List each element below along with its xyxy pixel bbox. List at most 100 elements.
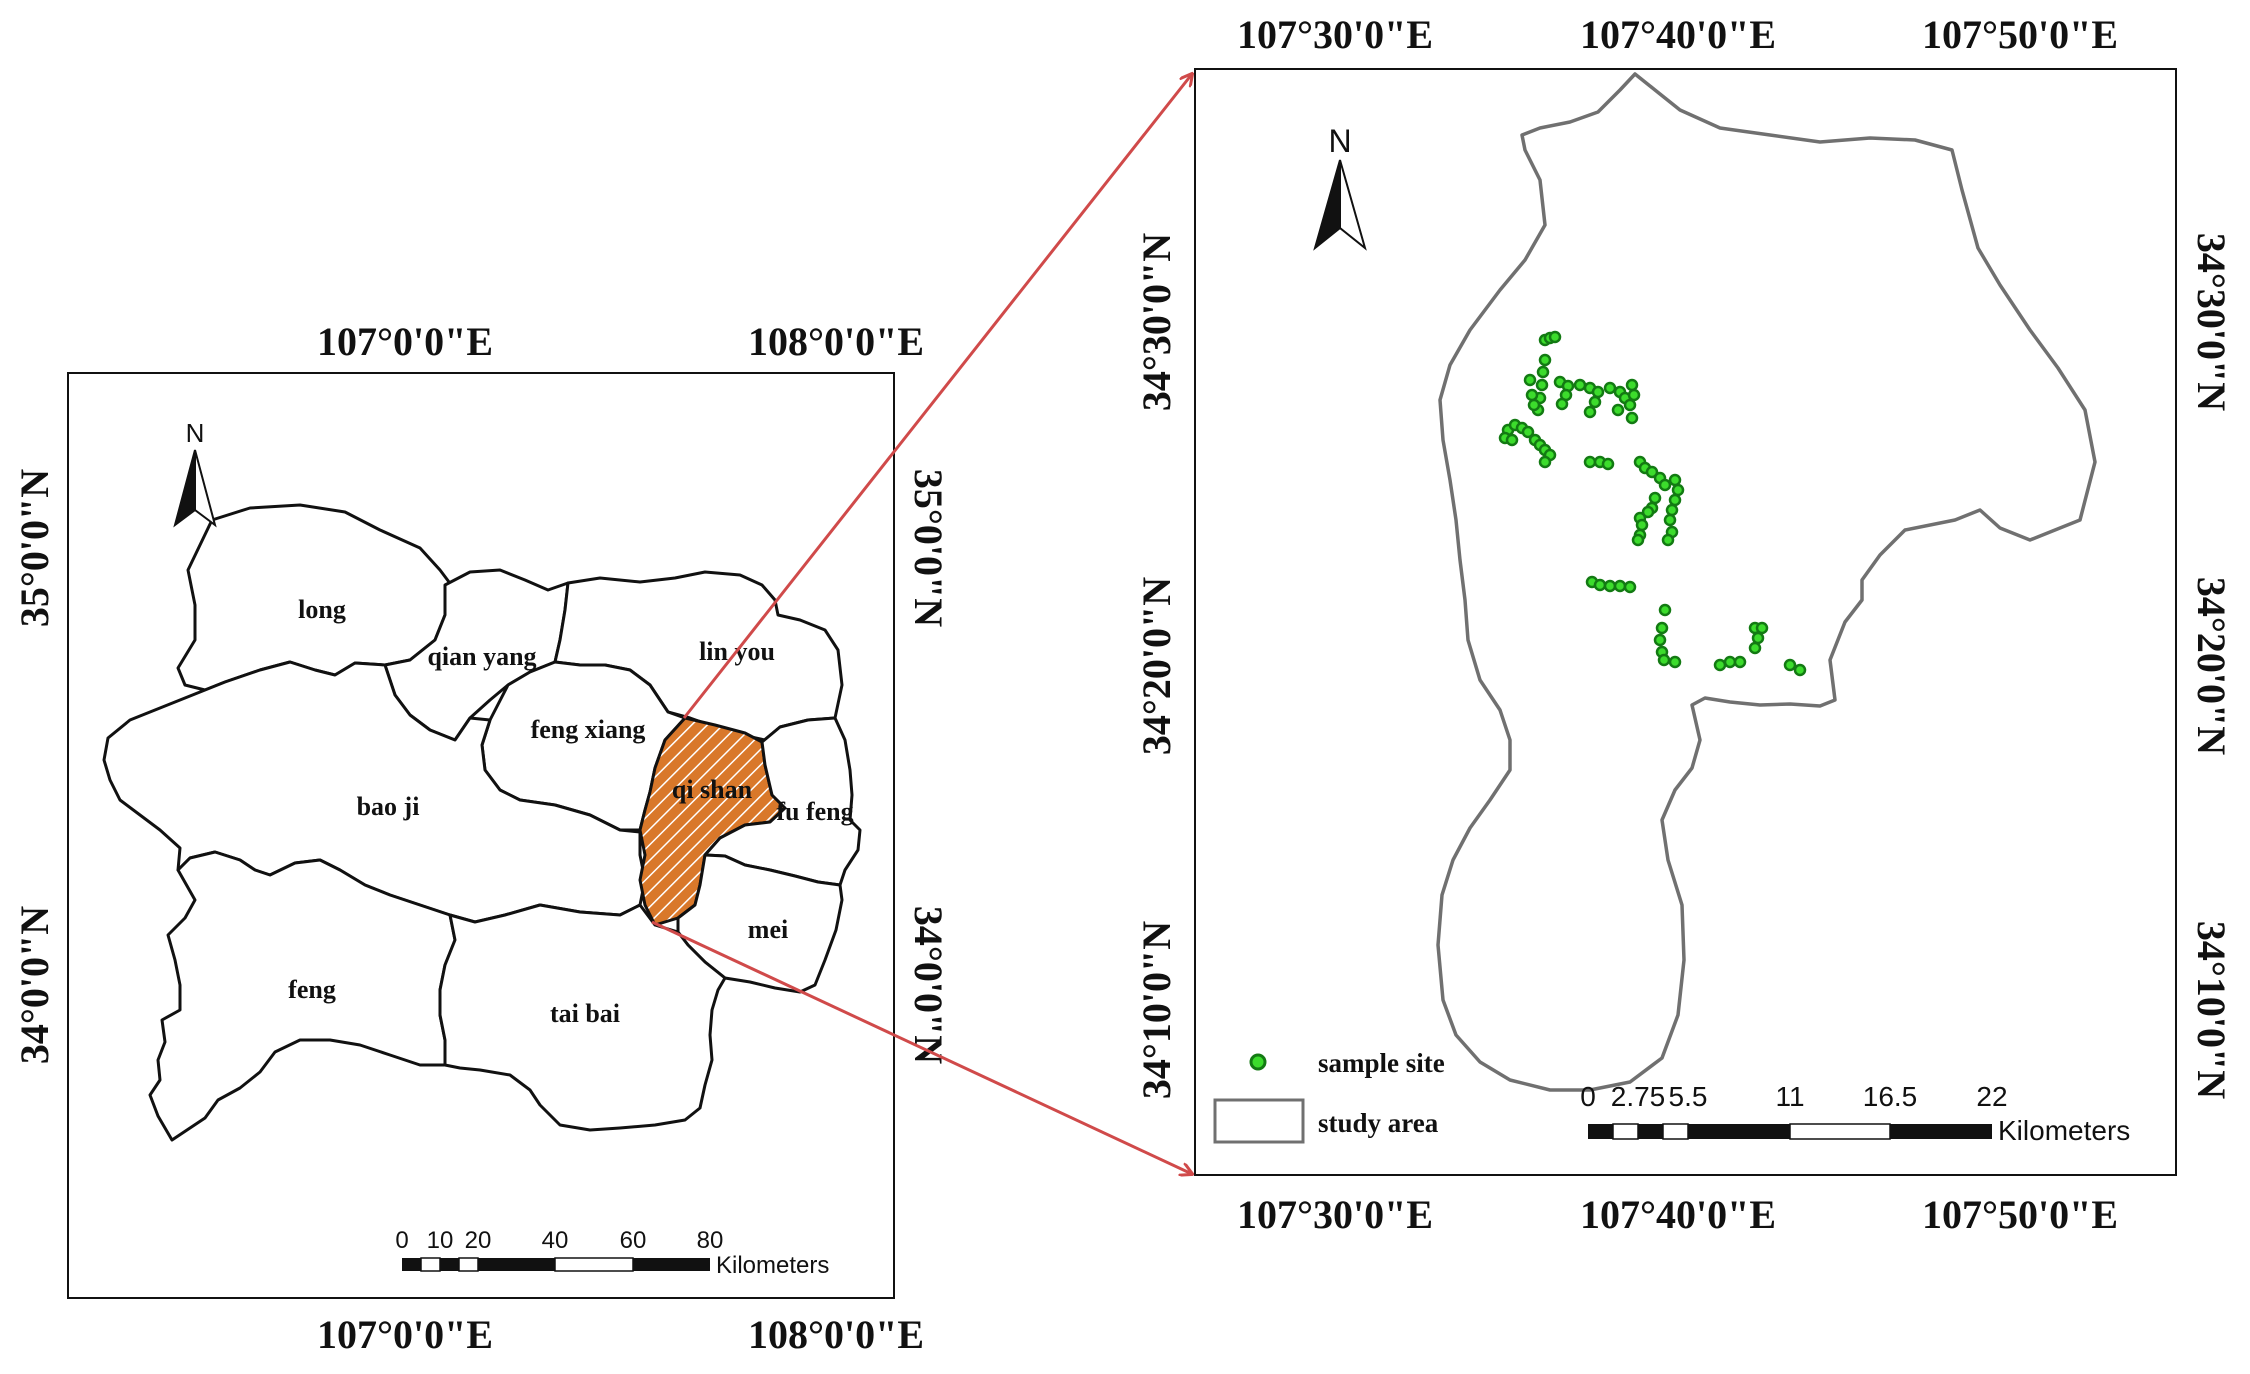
right-scale-tick-16-5: 16.5: [1863, 1081, 1918, 1112]
region-label-feng: feng: [288, 975, 336, 1004]
sample-site-point: [1623, 580, 1637, 594]
right-scale-segment: [1638, 1124, 1663, 1139]
left-scale-tick-10: 10: [427, 1227, 454, 1254]
sample-site-point: [1613, 579, 1627, 593]
left-scale-tick-80: 80: [697, 1227, 724, 1254]
left-left-lat-label-1: 35°0'0"N: [12, 469, 57, 627]
right-left-lat-label-2: 34°20'0"N: [1134, 577, 1179, 755]
sample-site-point: [1555, 397, 1569, 411]
connector-arrow-bottom: [651, 920, 1192, 1174]
sample-site-point: [1653, 633, 1667, 647]
region-label-mei: mei: [748, 915, 788, 944]
sample-site-point: [1591, 385, 1605, 399]
left-scale-segment: [402, 1258, 421, 1271]
sample-site-point: [1755, 621, 1769, 635]
right-right-lat-label-2: 34°20'0"N: [2189, 577, 2234, 755]
right-top-lon-label-3: 107°50'0"E: [1922, 12, 2118, 57]
sample-site-point: [1623, 398, 1637, 412]
sample-site-point: [1793, 663, 1807, 677]
sample-site-point: [1658, 603, 1672, 617]
left-scale-tick-0: 0: [395, 1227, 408, 1254]
sample-site-point: [1663, 513, 1677, 527]
right-right-lat-label-1: 34°30'0"N: [2189, 233, 2234, 411]
right-scale-tick-22: 22: [1976, 1081, 2007, 1112]
sample-site-point: [1521, 425, 1535, 439]
left-scale-bar: 0 10 20 40 60 80 Kilometers: [395, 1227, 829, 1279]
left-bottom-lon-label-1: 107°0'0"E: [317, 1312, 493, 1357]
sample-site-point: [1505, 433, 1519, 447]
sample-site-point: [1593, 578, 1607, 592]
left-map: 107°0'0"E 108°0'0"E 107°0'0"E 108°0'0"E …: [12, 319, 951, 1357]
right-right-lat-label-3: 34°10'0"N: [2189, 921, 2234, 1099]
right-left-lat-label-1: 34°30'0"N: [1134, 233, 1179, 411]
left-top-lon-label-1: 107°0'0"E: [317, 319, 493, 364]
region-label-bao-ji: bao ji: [357, 792, 420, 821]
sample-site-point: [1645, 465, 1659, 479]
legend-sample-site-symbol: [1249, 1053, 1267, 1071]
region-feng: [148, 850, 457, 1142]
left-scale-segment: [420, 1257, 441, 1272]
right-top-lon-label-2: 107°40'0"E: [1580, 12, 1776, 57]
right-scale-bar: 0 2.75 5.5 11 16.5 22 Kilometers: [1580, 1081, 2130, 1146]
sample-site-point: [1627, 388, 1641, 402]
left-left-lat-label-2: 34°0'0"N: [12, 906, 57, 1064]
legend-study-area-symbol: [1213, 1098, 1305, 1144]
right-map: 107°30'0"E 107°40'0"E 107°50'0"E 107°30'…: [1134, 12, 2234, 1237]
sample-site-point: [1655, 621, 1669, 635]
left-map-frame: [67, 372, 895, 1299]
right-bottom-lon-label-3: 107°50'0"E: [1922, 1192, 2118, 1237]
region-label-feng-xiang: feng xiang: [531, 715, 646, 744]
sample-site-point: [1783, 658, 1797, 672]
sample-site-point: [1723, 655, 1737, 669]
left-scale-segment: [478, 1258, 555, 1271]
left-bottom-lon-label-2: 108°0'0"E: [748, 1312, 924, 1357]
left-scale-tick-60: 60: [620, 1227, 647, 1254]
right-scale-unit: Kilometers: [1998, 1115, 2130, 1146]
left-top-lon-label-2: 108°0'0"E: [748, 319, 924, 364]
sample-sites-layer: [1498, 330, 1807, 677]
sample-site-point: [1538, 353, 1552, 367]
right-left-lat-label-3: 34°10'0"N: [1134, 921, 1179, 1099]
right-scale-tick-11: 11: [1775, 1081, 1804, 1112]
region-label-long: long: [298, 595, 346, 624]
sample-site-point: [1525, 388, 1539, 402]
study-area-boundary: [1436, 72, 2097, 1092]
right-map-frame: [1194, 68, 2177, 1176]
right-scale-segment: [1662, 1123, 1689, 1140]
sample-site-point: [1603, 579, 1617, 593]
right-scale-tick-2-75: 2.75: [1611, 1081, 1666, 1112]
legend-sample-site-label: sample site: [1318, 1048, 1445, 1078]
region-label-fu-feng: fu feng: [776, 797, 853, 826]
left-scale-segment: [633, 1258, 710, 1271]
right-top-lon-label-1: 107°30'0"E: [1237, 12, 1433, 57]
sample-site-point: [1668, 493, 1682, 507]
left-scale-segment: [554, 1257, 634, 1272]
legend-study-area-label: study area: [1318, 1108, 1439, 1138]
sample-site-point: [1641, 505, 1655, 519]
north-arrow-icon-outline: [194, 449, 217, 528]
north-arrow-icon: [173, 449, 196, 528]
sample-site-point: [1601, 457, 1615, 471]
sample-site-point: [1658, 478, 1672, 492]
sample-site-point: [1748, 641, 1762, 655]
left-scale-unit: Kilometers: [716, 1252, 829, 1279]
left-right-lat-label-2: 34°0'0"N: [906, 906, 951, 1064]
sample-site-point: [1671, 483, 1685, 497]
sample-site-point: [1713, 658, 1727, 672]
right-bottom-lon-label-1: 107°30'0"E: [1237, 1192, 1433, 1237]
sample-site-point: [1631, 533, 1645, 547]
sample-site-point: [1625, 378, 1639, 392]
sample-site-point: [1583, 455, 1597, 469]
right-north-arrow: N: [1313, 123, 1367, 251]
region-tai-bai: [438, 903, 727, 1132]
right-scale-segment: [1789, 1123, 1891, 1140]
sample-site-point: [1668, 655, 1682, 669]
sample-site-point: [1668, 473, 1682, 487]
right-bottom-lon-label-2: 107°40'0"E: [1580, 1192, 1776, 1237]
sample-site-point: [1535, 378, 1549, 392]
left-right-lat-label-1: 35°0'0"N: [906, 469, 951, 627]
sample-site-point: [1536, 365, 1550, 379]
sample-site-point: [1538, 455, 1552, 469]
right-scale-segment: [1890, 1124, 1992, 1139]
